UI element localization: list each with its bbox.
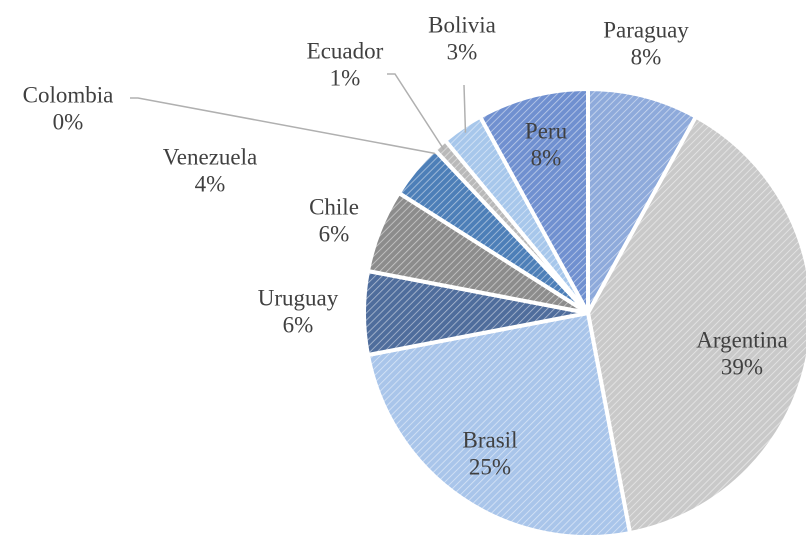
slice-value-label: 25% (469, 454, 511, 479)
slice-value-label: 3% (447, 39, 478, 64)
slice-label: Paraguay (603, 17, 689, 42)
slice-value-label: 0% (53, 109, 84, 134)
slice-value-label: 8% (531, 145, 562, 170)
slice-label: Chile (309, 194, 359, 219)
slice-label: Bolivia (428, 12, 496, 37)
leader-line (463, 84, 467, 133)
pie-slice (586, 87, 698, 315)
leader-line (387, 73, 445, 150)
slice-label: Colombia (23, 82, 114, 107)
slice-value-label: 6% (319, 221, 350, 246)
slice-label: Brasil (463, 427, 518, 452)
pie-slice (478, 87, 590, 315)
slice-value-label: 6% (283, 312, 314, 337)
slice-label: Argentina (696, 327, 788, 352)
slice-label: Venezuela (163, 144, 258, 169)
leader-line (130, 97, 439, 155)
pie-slice (586, 114, 806, 536)
slice-label: Uruguay (258, 285, 339, 310)
slice-label: Peru (525, 118, 568, 143)
slice-value-label: 39% (721, 354, 763, 379)
slice-value-label: 4% (195, 171, 226, 196)
pie-slice (365, 311, 632, 539)
slice-value-label: 8% (631, 44, 662, 69)
slice-label: Ecuador (307, 38, 384, 63)
slice-value-label: 1% (330, 65, 361, 90)
